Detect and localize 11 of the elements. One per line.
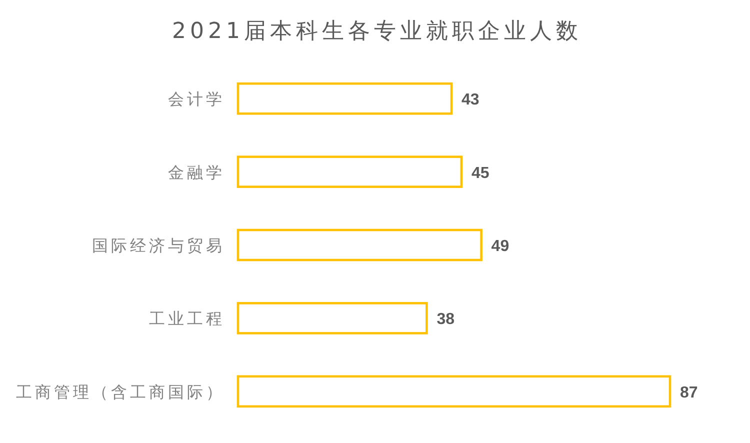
data-label: 45 [471, 164, 490, 182]
category-label: 工业工程 [149, 311, 225, 328]
data-label: 38 [436, 311, 454, 328]
category-label: 国际经济与贸易 [92, 238, 225, 255]
title: 2021届本科生各专业就职企业人数 [172, 19, 582, 44]
data-label: 49 [491, 238, 510, 255]
data-label: 43 [462, 92, 480, 109]
category-label: 工商管理（含工商国际） [16, 384, 225, 402]
category-label: 会计学 [168, 92, 225, 109]
data-label: 87 [680, 384, 698, 402]
category-label: 金融学 [168, 164, 225, 182]
